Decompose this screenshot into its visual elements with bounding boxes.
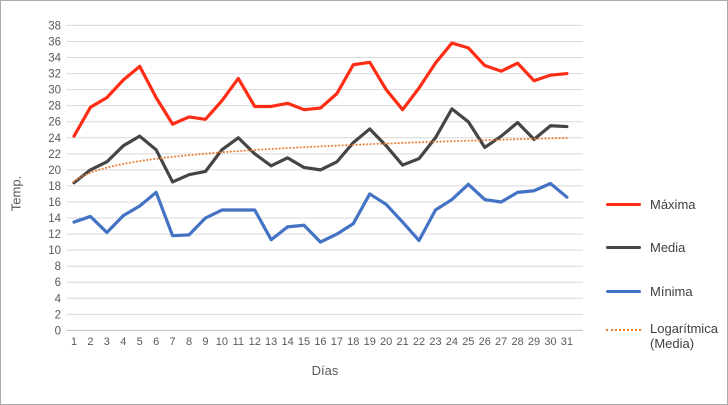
svg-text:30: 30: [544, 336, 556, 348]
svg-text:2: 2: [55, 309, 61, 321]
series-line-minima[interactable]: [72, 181, 569, 244]
svg-text:26: 26: [48, 117, 61, 129]
svg-text:14: 14: [48, 213, 61, 225]
minima-line-swatch-icon: [606, 289, 641, 294]
svg-text:10: 10: [216, 336, 228, 348]
svg-text:31: 31: [561, 336, 573, 348]
svg-text:22: 22: [48, 149, 61, 161]
svg-text:14: 14: [281, 336, 293, 348]
svg-text:26: 26: [479, 336, 491, 348]
svg-text:13: 13: [265, 336, 277, 348]
svg-text:3: 3: [104, 336, 110, 348]
svg-text:29: 29: [528, 336, 540, 348]
svg-text:18: 18: [48, 181, 61, 193]
svg-text:1: 1: [71, 336, 77, 348]
svg-text:10: 10: [48, 245, 61, 257]
svg-text:16: 16: [314, 336, 326, 348]
svg-text:30: 30: [48, 85, 61, 97]
media-line-swatch-icon: [606, 245, 641, 250]
svg-text:4: 4: [120, 336, 126, 348]
svg-text:11: 11: [233, 336, 244, 348]
svg-text:17: 17: [331, 336, 343, 348]
gridlines: [66, 24, 583, 331]
svg-text:21: 21: [396, 336, 408, 348]
svg-text:9: 9: [202, 336, 208, 348]
svg-text:38: 38: [48, 20, 61, 32]
svg-text:0: 0: [55, 325, 61, 337]
svg-text:32: 32: [48, 69, 61, 81]
svg-text:22: 22: [413, 336, 425, 348]
svg-text:23: 23: [429, 336, 441, 348]
svg-text:19: 19: [364, 336, 376, 348]
svg-text:34: 34: [48, 53, 61, 65]
svg-text:18: 18: [347, 336, 359, 348]
svg-text:24: 24: [48, 133, 61, 145]
svg-text:5: 5: [137, 336, 143, 348]
legend-label-minima: Mínima: [650, 284, 693, 299]
svg-text:20: 20: [48, 165, 61, 177]
svg-text:28: 28: [511, 336, 523, 348]
svg-text:27: 27: [495, 336, 507, 348]
svg-text:25: 25: [462, 336, 474, 348]
y-axis-title: Temp.: [8, 175, 24, 212]
legend-item-maxima[interactable]: Máxima: [606, 197, 696, 212]
svg-text:2: 2: [87, 336, 93, 348]
legend-item-media[interactable]: Media: [606, 240, 685, 255]
maxima-line-swatch-icon: [606, 202, 641, 207]
svg-text:24: 24: [446, 336, 458, 348]
svg-text:7: 7: [170, 336, 176, 348]
x-axis-title: Días: [311, 363, 339, 378]
svg-text:36: 36: [48, 36, 61, 48]
x-axis-labels: 1 2 3 4 5 6 7 8 9 10 11 12 13 14 15 16 17 18 19 20 21 22 23 24 2…: [71, 336, 573, 348]
svg-text:15: 15: [298, 336, 310, 348]
svg-text:20: 20: [380, 336, 392, 348]
series-line-maxima[interactable]: [72, 41, 569, 138]
legend-label-maxima: Máxima: [650, 197, 696, 212]
series-line-media[interactable]: [72, 107, 569, 185]
legend-label-media: Media: [650, 240, 686, 255]
svg-text:6: 6: [153, 336, 159, 348]
logaritmica-dotted-swatch-icon: [606, 329, 641, 331]
svg-text:12: 12: [249, 336, 261, 348]
legend-item-minima[interactable]: Mínima: [606, 284, 693, 299]
legend-label-logaritmica: Logarítmica (Media): [650, 321, 718, 352]
svg-text:12: 12: [48, 229, 61, 241]
chart-legend: Máxima Media Mínima Logarítmica (Media): [601, 95, 727, 351]
svg-text:6: 6: [55, 277, 61, 289]
svg-text:4: 4: [55, 293, 62, 305]
svg-text:8: 8: [55, 261, 61, 273]
svg-text:16: 16: [48, 197, 61, 209]
legend-item-logaritmica[interactable]: Logarítmica (Media): [606, 321, 718, 352]
svg-text:28: 28: [48, 101, 61, 113]
svg-text:8: 8: [186, 336, 192, 348]
